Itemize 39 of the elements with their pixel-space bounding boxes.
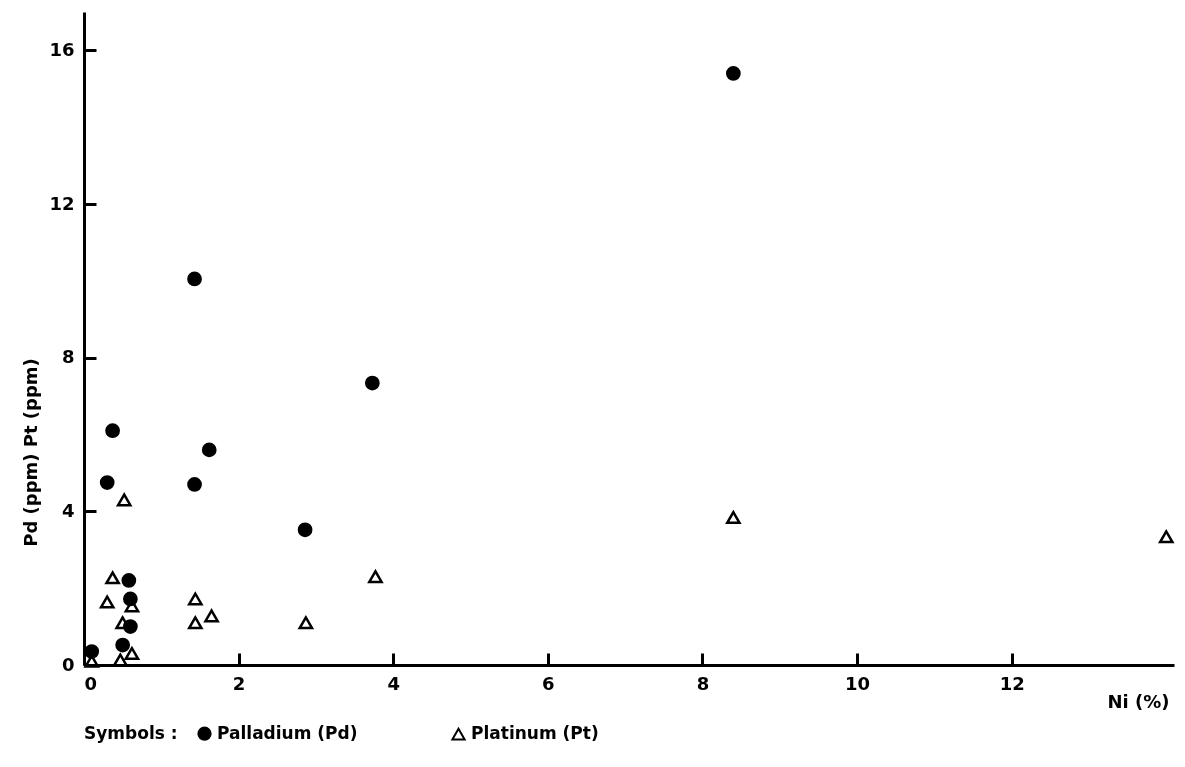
y-tick-label: 16 <box>49 38 75 60</box>
point <box>368 570 383 584</box>
point <box>725 510 741 525</box>
point <box>115 637 131 653</box>
point <box>298 616 314 630</box>
y-tick-label: 12 <box>49 192 75 214</box>
y-tick-label: 8 <box>61 346 75 368</box>
x-tick-label: 2 <box>232 672 246 694</box>
x-tick-label: 4 <box>387 672 400 694</box>
point <box>105 423 120 439</box>
point <box>116 493 132 507</box>
x-tick-label: 6 <box>542 672 555 694</box>
point <box>1158 530 1174 544</box>
x-axis-title: Ni (%) <box>1107 690 1170 712</box>
point <box>187 271 202 287</box>
point <box>187 477 202 492</box>
point <box>99 475 115 490</box>
legend-label: Palladium (Pd) <box>217 722 358 743</box>
x-tick-label: 10 <box>845 672 871 694</box>
point <box>187 616 203 630</box>
legend-label: Platinum (Pt) <box>471 723 599 744</box>
y-axis-title: Pd (ppm) Pt (ppm) <box>20 358 42 547</box>
point <box>201 442 217 458</box>
point <box>364 375 380 391</box>
x-tick-label: 12 <box>999 672 1025 694</box>
x-tick-label: 0 <box>84 672 98 694</box>
point <box>725 66 741 81</box>
point <box>99 595 115 609</box>
point <box>105 571 120 585</box>
point <box>84 644 100 659</box>
y-tick-label: 4 <box>61 499 75 521</box>
point <box>121 573 137 588</box>
point <box>297 522 313 538</box>
x-tick-label: 8 <box>696 672 710 694</box>
point <box>204 609 219 623</box>
point <box>187 592 203 606</box>
point <box>124 646 140 661</box>
legend-title: Symbols : <box>84 723 178 743</box>
y-tick-label: 0 <box>61 653 75 675</box>
